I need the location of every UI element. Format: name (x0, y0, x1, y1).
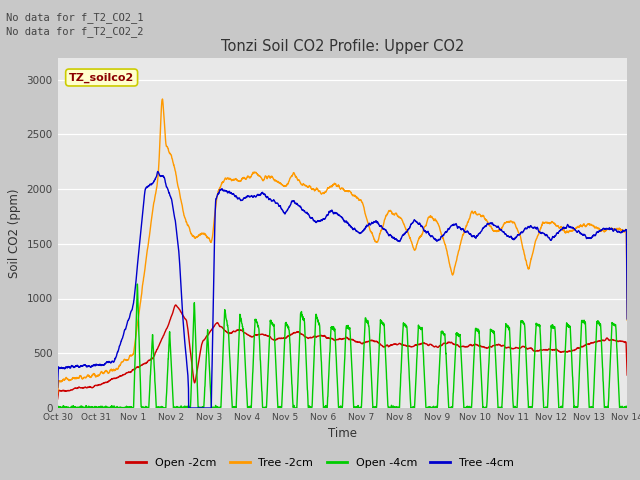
Text: No data for f_T2_CO2_2: No data for f_T2_CO2_2 (6, 26, 144, 37)
X-axis label: Time: Time (328, 427, 357, 441)
Legend: Open -2cm, Tree -2cm, Open -4cm, Tree -4cm: Open -2cm, Tree -2cm, Open -4cm, Tree -4… (122, 453, 518, 472)
Text: No data for f_T2_CO2_1: No data for f_T2_CO2_1 (6, 12, 144, 23)
Y-axis label: Soil CO2 (ppm): Soil CO2 (ppm) (8, 188, 21, 277)
Title: Tonzi Soil CO2 Profile: Upper CO2: Tonzi Soil CO2 Profile: Upper CO2 (221, 39, 464, 54)
Text: TZ_soilco2: TZ_soilco2 (69, 72, 134, 83)
